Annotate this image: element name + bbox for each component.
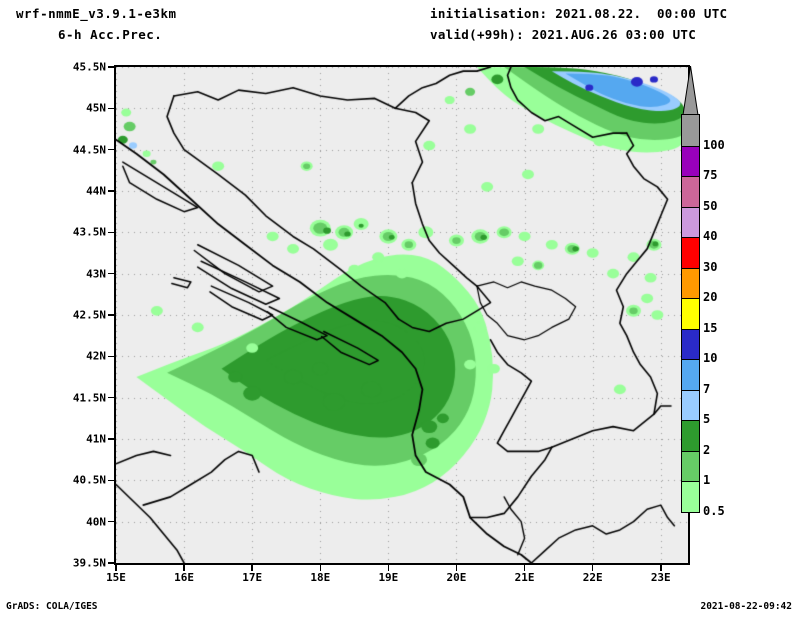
- colorbar-label-100: 100: [703, 137, 725, 152]
- colorbar-label-50: 50: [703, 198, 718, 213]
- colorbar-label-40: 40: [703, 229, 718, 244]
- lat-tick-label-7: 43N: [86, 267, 106, 281]
- lat-tick-label-3: 41N: [86, 432, 106, 446]
- colorbar-label-1: 1: [703, 473, 711, 488]
- lat-tick-label-8: 43.5N: [72, 225, 106, 239]
- lat-tick-label-9: 44N: [86, 184, 106, 198]
- colorbar-label-20: 20: [703, 290, 718, 305]
- colorbar-separator-8: [682, 359, 699, 361]
- lon-tick-3: [319, 565, 322, 571]
- colorbar-label-0.5: 0.5: [703, 504, 725, 518]
- lat-tick-label-11: 45N: [86, 101, 106, 115]
- lat-tick-label-12: 45.5N: [72, 60, 106, 74]
- lon-tick-label-5: 20E: [446, 571, 467, 584]
- render-stamp-label: 2021-08-22-09:42: [700, 601, 792, 612]
- colorbar-separator-4: [682, 237, 699, 239]
- colorbar-band-75-100: [682, 145, 699, 177]
- lat-tick-4: [108, 396, 114, 399]
- colorbar-label-7: 7: [703, 381, 711, 396]
- colorbar-band-30-40: [682, 237, 699, 269]
- lat-tick-12: [108, 66, 114, 68]
- model-name-label: wrf-nmmE_v3.9.1-e3km: [16, 6, 177, 21]
- lat-tick-10: [108, 148, 114, 151]
- colorbar-label-5: 5: [703, 412, 711, 427]
- lat-tick-label-2: 40.5N: [72, 473, 106, 487]
- colorbar-label-15: 15: [703, 320, 718, 335]
- lat-tick-label-10: 44.5N: [72, 143, 106, 157]
- lon-tick-label-1: 16E: [174, 571, 195, 584]
- colorbar-band-5-7: [682, 389, 699, 421]
- colorbar-separator-5: [682, 267, 699, 269]
- lat-tick-7: [108, 272, 114, 275]
- lat-tick-11: [108, 107, 114, 110]
- lat-tick-label-5: 42N: [86, 349, 106, 363]
- precipitation-colorbar: [681, 114, 700, 513]
- colorbar-band-20-30: [682, 267, 699, 299]
- lat-tick-3: [108, 438, 114, 440]
- lon-tick-label-4: 19E: [378, 571, 399, 584]
- chart-header: wrf-nmmE_v3.9.1-e3km 6-h Acc.Prec. initi…: [0, 0, 800, 56]
- colorbar-label-10: 10: [703, 351, 718, 366]
- field-name-label: 6-h Acc.Prec.: [58, 27, 163, 42]
- lat-tick-0: [108, 562, 114, 564]
- colorbar-separator-3: [682, 206, 699, 208]
- colorbar-band-50-75: [682, 176, 699, 207]
- lat-tick-1: [108, 520, 114, 523]
- lat-tick-5: [108, 355, 114, 358]
- colorbar-band-7-10: [682, 359, 699, 391]
- lon-tick-6: [523, 565, 526, 571]
- grads-credit-label: GrADS: COLA/IGES: [6, 601, 98, 612]
- lat-tick-label-0: 39.5N: [72, 556, 106, 570]
- lat-tick-label-4: 41.5N: [72, 391, 106, 405]
- colorbar-separator-10: [682, 420, 699, 422]
- colorbar-separator-2: [682, 176, 699, 178]
- lat-tick-label-1: 40N: [86, 515, 106, 529]
- lat-tick-9: [108, 190, 114, 192]
- lon-tick-5: [455, 565, 458, 571]
- precipitation-field-canvas: [116, 67, 688, 563]
- lon-tick-label-8: 23E: [650, 571, 671, 584]
- colorbar-separator-7: [682, 328, 699, 330]
- colorbar-separator-1: [682, 145, 699, 147]
- lat-tick-label-6: 42.5N: [72, 308, 106, 322]
- colorbar-label-2: 2: [703, 442, 711, 457]
- colorbar-band-40-50: [682, 206, 699, 238]
- lon-tick-7: [591, 565, 594, 571]
- lat-tick-2: [108, 479, 114, 482]
- colorbar-separator-12: [682, 481, 699, 483]
- lat-tick-8: [108, 231, 114, 234]
- lon-tick-1: [183, 565, 185, 571]
- lon-tick-2: [251, 565, 253, 571]
- colorbar-top-arrow-icon: [682, 66, 699, 115]
- lon-tick-label-7: 22E: [582, 571, 603, 584]
- colorbar-separator-9: [682, 389, 699, 391]
- colorbar-label-30: 30: [703, 259, 718, 274]
- colorbar-band-15-20: [682, 298, 699, 330]
- colorbar-separator-6: [682, 298, 699, 300]
- lon-tick-8: [660, 565, 662, 571]
- lon-tick-label-3: 18E: [310, 571, 331, 584]
- colorbar-separator-11: [682, 450, 699, 452]
- colorbar-band-2-5: [682, 420, 699, 452]
- colorbar-band-10-15: [682, 328, 699, 360]
- map-plot-area: [114, 65, 690, 565]
- valid-time-label: valid(+99h): 2021.AUG.26 03:00 UTC: [430, 27, 697, 42]
- colorbar-band-1-2: [682, 450, 699, 482]
- lon-tick-4: [387, 565, 390, 571]
- colorbar-band-0.5-1: [682, 481, 699, 513]
- colorbar-label-75: 75: [703, 168, 718, 183]
- lon-tick-label-2: 17E: [242, 571, 263, 584]
- colorbar-band-over-100: [682, 115, 699, 146]
- initialisation-label: initialisation: 2021.08.22. 00:00 UTC: [430, 6, 728, 21]
- lon-tick-label-6: 21E: [514, 571, 535, 584]
- lon-tick-0: [115, 565, 117, 571]
- lon-tick-label-0: 15E: [106, 571, 126, 584]
- lat-tick-6: [108, 314, 114, 316]
